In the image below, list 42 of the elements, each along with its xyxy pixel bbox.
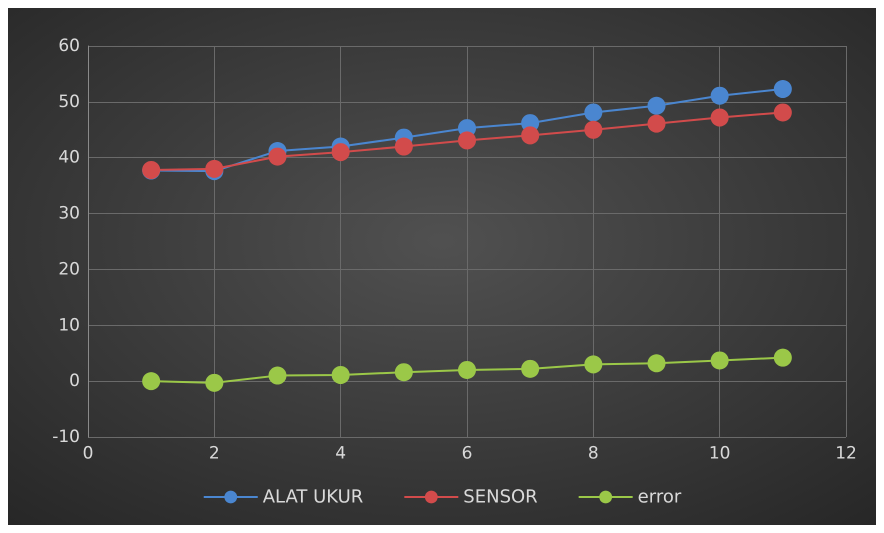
point <box>584 103 602 122</box>
y-tick-label: 40 <box>58 148 80 168</box>
point <box>394 138 413 156</box>
x-tick-label: 6 <box>462 444 472 464</box>
point <box>521 360 540 378</box>
point <box>332 366 350 384</box>
point <box>648 114 666 133</box>
point <box>774 80 792 98</box>
y-tick-label: -10 <box>52 427 80 447</box>
point <box>648 96 666 115</box>
y-tick-label: 10 <box>58 315 80 336</box>
y-tick-label: 30 <box>58 204 80 224</box>
point <box>648 354 666 372</box>
y-tick-label: 60 <box>58 36 80 56</box>
point <box>458 360 476 379</box>
x-tick-label: 0 <box>82 444 94 464</box>
point <box>774 103 792 122</box>
point <box>458 131 476 150</box>
legend-label: SENSOR <box>463 486 538 508</box>
point <box>332 143 350 162</box>
point <box>710 108 729 126</box>
x-tick-label: 10 <box>708 444 730 464</box>
point <box>142 372 160 390</box>
point <box>205 374 224 392</box>
point <box>268 148 286 166</box>
point <box>521 126 540 144</box>
legend-label: ALAT UKUR <box>262 486 364 508</box>
point <box>710 86 729 105</box>
x-tick-label: 12 <box>835 444 857 464</box>
point <box>394 363 413 382</box>
y-tick-label: 50 <box>58 92 80 112</box>
point <box>584 355 602 374</box>
point <box>268 366 286 385</box>
y-tick-label: 0 <box>69 371 80 392</box>
point <box>774 348 792 367</box>
point <box>584 120 602 139</box>
legend-label: error <box>638 486 682 508</box>
x-tick-label: 2 <box>208 444 220 464</box>
point <box>710 351 729 370</box>
x-tick-label: 4 <box>335 444 346 464</box>
y-tick-label: 20 <box>58 259 80 280</box>
x-tick-label: 8 <box>588 444 599 464</box>
